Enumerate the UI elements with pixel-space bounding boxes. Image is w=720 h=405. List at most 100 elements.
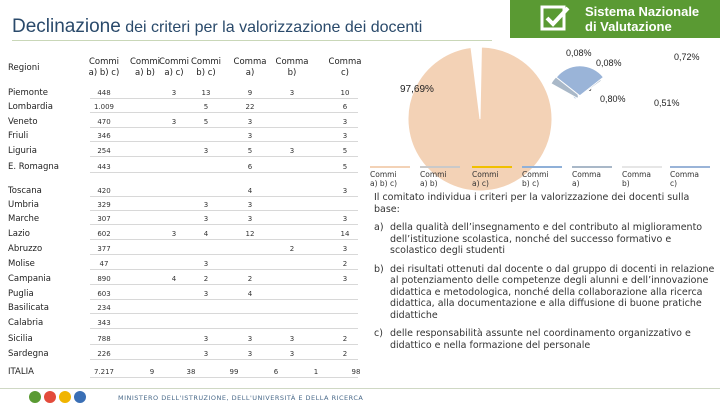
table-cell: 3 bbox=[171, 118, 177, 126]
legend-swatch bbox=[670, 166, 710, 168]
table-cell: 7.217 bbox=[93, 368, 115, 376]
table-row-divider bbox=[90, 98, 358, 99]
table-row-divider bbox=[90, 196, 358, 197]
table-cell: 602 bbox=[97, 230, 111, 238]
table-row-region: Abruzzo bbox=[8, 244, 43, 254]
table-cell: 2 bbox=[342, 350, 348, 358]
table-cell: 254 bbox=[97, 147, 111, 155]
criteria-list: a) della qualità dell’insegnamento e del … bbox=[374, 222, 716, 351]
table-cell: 5 bbox=[342, 163, 348, 171]
table-cell: 2 bbox=[289, 245, 295, 253]
table-cell: 14 bbox=[340, 230, 350, 238]
table-cell: 3 bbox=[203, 290, 209, 298]
snv-logo-text: Sistema Nazionale di Valutazione bbox=[585, 4, 699, 34]
table-cell: 3 bbox=[203, 260, 209, 268]
table-cell: 3 bbox=[247, 350, 253, 358]
table-cell: 47 bbox=[99, 260, 109, 268]
criteria-letter: a) bbox=[374, 222, 384, 233]
table-cell: 3 bbox=[171, 230, 177, 238]
criteria-intro: Il comitato individua i criteri per la v… bbox=[374, 192, 690, 215]
legend-swatch bbox=[622, 166, 662, 168]
legend-swatch bbox=[522, 166, 562, 168]
table-row-region: E. Romagna bbox=[8, 162, 59, 172]
column-header-line2: a) b) bbox=[135, 68, 155, 78]
miur-logo-icon bbox=[29, 391, 86, 403]
pie-data-label: 0,51% bbox=[654, 98, 680, 108]
table-cell: 4 bbox=[203, 230, 209, 238]
column-header-line1: Comma bbox=[328, 57, 362, 67]
pie-data-label: 0,08% bbox=[596, 58, 622, 68]
column-header-line1: Commi bbox=[129, 57, 161, 67]
table-cell: 98 bbox=[351, 368, 361, 376]
table-row-divider bbox=[90, 359, 358, 360]
table-cell: 1.009 bbox=[93, 103, 115, 111]
table-row-region: Friuli bbox=[8, 131, 29, 141]
column-header-line2: b) c) bbox=[196, 68, 216, 78]
table-cell: 38 bbox=[186, 368, 196, 376]
criteria-text: della qualità dell’insegnamento e del co… bbox=[390, 222, 703, 256]
table-cell: 4 bbox=[247, 187, 253, 195]
legend-item: Commi a) c) bbox=[472, 166, 512, 188]
column-header: Comma b) bbox=[272, 57, 312, 79]
regions-table: Regioni Commi a) b) c) Commi a) b) Commi a) c… bbox=[0, 0, 370, 385]
snv-logo: Sistema Nazionale di Valutazione bbox=[510, 0, 720, 38]
table-row-region: Sicilia bbox=[8, 334, 33, 344]
table-cell: 3 bbox=[203, 350, 209, 358]
page-title-first: Declinazione bbox=[12, 16, 121, 37]
table-cell: 443 bbox=[97, 163, 111, 171]
pie-slice bbox=[407, 46, 553, 192]
table-cell: 234 bbox=[97, 304, 111, 312]
table-row-region: Calabria bbox=[8, 318, 44, 328]
table-row-divider bbox=[90, 328, 358, 329]
table-row-divider bbox=[90, 141, 358, 142]
table-cell: 6 bbox=[342, 103, 348, 111]
table-row-divider bbox=[90, 377, 358, 378]
legend-label-line2: c) bbox=[670, 179, 678, 188]
legend-swatch bbox=[420, 166, 460, 168]
table-cell: 346 bbox=[97, 132, 111, 140]
criteria-letter: c) bbox=[374, 328, 383, 339]
table-cell: 890 bbox=[97, 275, 111, 283]
column-header-line2: a) bbox=[245, 68, 255, 78]
table-cell: 3 bbox=[342, 118, 348, 126]
table-row-region: Puglia bbox=[8, 289, 34, 299]
table-cell: 2 bbox=[247, 275, 253, 283]
legend-label-line1: Commi bbox=[522, 170, 549, 179]
footer-ministry: MINISTERO DELL'ISTRUZIONE, DELL'UNIVERSI… bbox=[118, 394, 364, 402]
legend-label-line2: b) bbox=[622, 179, 630, 188]
pie-data-label: 0,72% bbox=[674, 52, 700, 62]
criteria-text: delle responsabilità assunte nel coordin… bbox=[390, 328, 691, 351]
table-cell: 788 bbox=[97, 335, 111, 343]
table-cell: 307 bbox=[97, 215, 111, 223]
legend-item: Comma a) bbox=[572, 166, 612, 188]
page-title: Declinazione dei criteri per la valorizz… bbox=[12, 16, 422, 38]
table-cell: 3 bbox=[247, 132, 253, 140]
criteria-item: a) della qualità dell’insegnamento e del … bbox=[374, 222, 716, 257]
table-cell: 4 bbox=[171, 275, 177, 283]
table-cell: 3 bbox=[289, 147, 295, 155]
column-header-line1: Comma bbox=[233, 57, 267, 67]
table-cell: 448 bbox=[97, 89, 111, 97]
table-cell: 9 bbox=[247, 89, 253, 97]
table-cell: 3 bbox=[247, 335, 253, 343]
column-header-line2: c) bbox=[341, 68, 349, 78]
table-cell: 3 bbox=[342, 275, 348, 283]
table-cell: 5 bbox=[247, 147, 253, 155]
column-header-line2: a) c) bbox=[164, 68, 184, 78]
footer: MINISTERO DELL'ISTRUZIONE, DELL'UNIVERSI… bbox=[0, 388, 720, 405]
table-cell: 5 bbox=[203, 103, 209, 111]
legend-label-line1: Comma bbox=[622, 170, 652, 179]
pie-data-label: 0,80% bbox=[600, 94, 626, 104]
table-row-divider bbox=[90, 269, 358, 270]
table-cell: 10 bbox=[340, 89, 350, 97]
table-cell: 377 bbox=[97, 245, 111, 253]
table-cell: 343 bbox=[97, 319, 111, 327]
table-cell: 9 bbox=[149, 368, 155, 376]
table-row-divider bbox=[90, 254, 358, 255]
criteria-description: Il comitato individua i criteri per la v… bbox=[374, 192, 716, 358]
table-cell: 1 bbox=[313, 368, 319, 376]
pie-chart: 97,69%0,12%0,08%0,51%0,80%0,08%0,72% bbox=[400, 46, 700, 192]
criteria-text: dei risultati ottenuti dal docente o dal… bbox=[390, 263, 715, 321]
legend-item: Commi a) b) bbox=[420, 166, 460, 188]
column-header-line1: Comma bbox=[275, 57, 309, 67]
